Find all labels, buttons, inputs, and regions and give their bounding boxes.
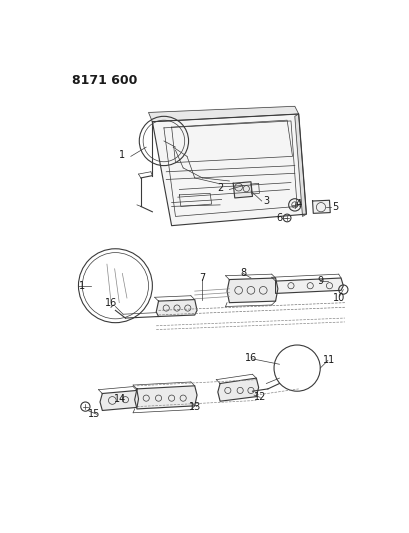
Polygon shape xyxy=(233,182,252,198)
Text: 1: 1 xyxy=(78,281,84,290)
Polygon shape xyxy=(134,386,197,409)
Text: 15: 15 xyxy=(88,409,101,419)
Text: 16: 16 xyxy=(244,353,256,363)
Text: 6: 6 xyxy=(276,213,282,223)
Text: 11: 11 xyxy=(323,356,335,366)
Text: 10: 10 xyxy=(333,293,345,303)
Polygon shape xyxy=(275,278,342,294)
Text: 12: 12 xyxy=(253,392,266,401)
Text: 8: 8 xyxy=(240,269,246,278)
Text: 14: 14 xyxy=(114,394,126,404)
Polygon shape xyxy=(148,106,298,122)
Text: 1: 1 xyxy=(118,150,124,160)
Text: 13: 13 xyxy=(188,401,200,411)
Polygon shape xyxy=(312,200,329,213)
Polygon shape xyxy=(227,278,277,303)
Polygon shape xyxy=(217,378,258,401)
Polygon shape xyxy=(294,114,306,216)
Text: 16: 16 xyxy=(104,297,117,308)
Polygon shape xyxy=(100,391,138,410)
Text: 9: 9 xyxy=(317,276,323,286)
Text: 5: 5 xyxy=(332,202,338,212)
Text: 3: 3 xyxy=(263,196,269,206)
Polygon shape xyxy=(152,114,306,225)
Text: 4: 4 xyxy=(295,199,301,209)
Polygon shape xyxy=(156,300,197,317)
Text: 7: 7 xyxy=(199,273,205,283)
Text: 2: 2 xyxy=(216,183,223,193)
Text: 8171 600: 8171 600 xyxy=(71,75,137,87)
